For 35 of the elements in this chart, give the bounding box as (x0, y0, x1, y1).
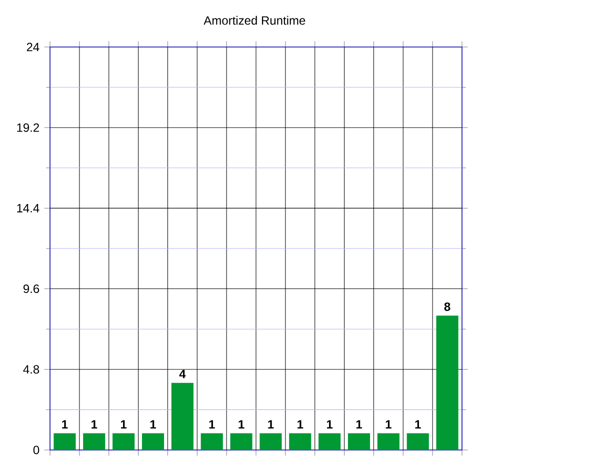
data-label: 1 (209, 420, 215, 428)
bar (260, 433, 282, 450)
bar (112, 433, 135, 450)
data-label: 1 (386, 420, 392, 428)
bar (83, 433, 106, 450)
bar (377, 433, 400, 450)
data-label: 1 (268, 420, 274, 428)
data-label: 1 (298, 420, 304, 428)
bar (54, 433, 76, 450)
bar (318, 433, 341, 450)
data-label: 4 (179, 370, 186, 378)
y-tick-label: 19.2 (17, 123, 39, 132)
bar (348, 433, 370, 450)
data-label: 1 (326, 420, 333, 428)
data-label: 1 (92, 420, 98, 428)
y-tick-label: 24 (26, 42, 40, 52)
data-label: 8 (444, 302, 450, 311)
y-tick-label: 14.4 (17, 204, 40, 212)
data-label: 1 (62, 420, 68, 428)
data-label: 1 (415, 420, 421, 428)
y-tick-label: 4.8 (23, 365, 40, 374)
bar (406, 433, 429, 450)
bar (200, 433, 223, 450)
bar (436, 316, 458, 450)
bar (142, 433, 164, 450)
bar (230, 433, 252, 450)
data-label: 1 (150, 420, 156, 428)
data-label: 1 (238, 420, 244, 428)
data-label: 1 (356, 420, 362, 428)
chart-title: Amortized Runtime (204, 16, 306, 25)
bar (289, 433, 312, 450)
bar (171, 382, 194, 450)
y-tick-label: 9.6 (23, 284, 40, 294)
data-label: 1 (120, 420, 127, 428)
y-tick-label: 0 (33, 446, 40, 454)
